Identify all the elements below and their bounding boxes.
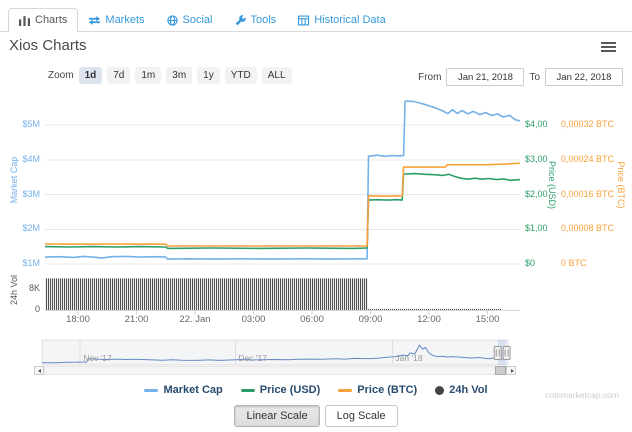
legend-item-24h-vol[interactable]: 24h Vol <box>435 384 488 396</box>
legend-label: Price (USD) <box>259 384 321 396</box>
gridlines <box>45 124 520 315</box>
navigator <box>41 339 511 366</box>
plot-area[interactable] <box>45 93 520 310</box>
tab-label: Social <box>182 14 213 26</box>
linear-scale-button[interactable]: Linear Scale <box>234 405 320 427</box>
zoom-all-button[interactable]: ALL <box>261 67 292 84</box>
tab-label: Historical Data <box>314 14 386 26</box>
scrollbar-thumb[interactable] <box>495 366 506 375</box>
series-line-price-usd- <box>44 172 521 250</box>
log-scale-button[interactable]: Log Scale <box>324 405 398 427</box>
tab-label: Charts <box>35 14 68 26</box>
from-label: From <box>418 71 442 83</box>
zoom-1d-button[interactable]: 1d <box>78 67 103 84</box>
to-date-input[interactable] <box>545 68 623 86</box>
zoom-7d-button[interactable]: 7d <box>107 67 131 84</box>
exchange-icon <box>89 15 101 26</box>
series-lines <box>44 100 521 260</box>
legend-item-price-btc[interactable]: Price (BTC) <box>338 384 417 396</box>
price-usd-line-swatch <box>240 388 255 392</box>
scrollbar-track[interactable] <box>44 366 506 375</box>
zoom-ytd-button[interactable]: YTD <box>224 67 257 84</box>
tab-label: Markets <box>105 14 145 26</box>
volume-bars <box>45 278 501 310</box>
zoom-preset-row: Zoom 1d 7d 1m 3m 1y YTD ALL <box>48 67 292 84</box>
tab-tools[interactable]: Tools <box>224 8 288 32</box>
tab-bar: Charts Markets Social Tools Historical D… <box>0 6 632 32</box>
legend-label: Price (BTC) <box>357 384 418 396</box>
legend-label: 24h Vol <box>449 384 488 396</box>
table-icon <box>298 15 310 26</box>
legend-item-price-usd[interactable]: Price (USD) <box>240 384 321 396</box>
legend-label: Market Cap <box>163 384 223 396</box>
wrench-icon <box>235 14 246 26</box>
scrollbar-right-arrow[interactable] <box>506 366 516 375</box>
legend-item-market-cap[interactable]: Market Cap <box>144 384 223 396</box>
zoom-3m-button[interactable]: 3m <box>166 67 193 84</box>
tab-label: Tools <box>250 14 277 26</box>
series-line-price-btc- <box>44 162 521 247</box>
zoom-label: Zoom <box>48 70 74 81</box>
to-label: To <box>529 71 540 83</box>
market-cap-line-swatch <box>144 388 159 392</box>
bar-chart-icon <box>19 15 30 26</box>
volume-dot-swatch <box>435 385 445 395</box>
watermark: coinmarketcap.com <box>545 390 619 400</box>
tab-charts[interactable]: Charts <box>8 8 79 32</box>
page-title: Xios Charts <box>9 37 87 54</box>
globe-icon <box>166 14 178 26</box>
from-date-input[interactable] <box>446 68 525 86</box>
series-line-market-cap <box>44 100 521 260</box>
date-range: From To <box>418 68 623 86</box>
tab-markets[interactable]: Markets <box>78 8 155 32</box>
tab-historical-data[interactable]: Historical Data <box>287 8 397 32</box>
price-btc-line-swatch <box>338 388 353 392</box>
hamburger-menu-icon[interactable] <box>601 42 616 52</box>
chart-legend: Market Cap Price (USD) Price (BTC) 24h V… <box>0 384 632 396</box>
navigator-left-handle[interactable] <box>493 346 502 360</box>
scale-toggle: Linear Scale Log Scale <box>0 405 632 427</box>
zoom-1m-button[interactable]: 1m <box>135 67 162 84</box>
scrollbar-left-arrow[interactable] <box>34 366 44 375</box>
navigator-right-handle[interactable] <box>502 346 511 360</box>
tab-social[interactable]: Social <box>156 8 224 32</box>
zoom-1y-button[interactable]: 1y <box>197 67 220 84</box>
